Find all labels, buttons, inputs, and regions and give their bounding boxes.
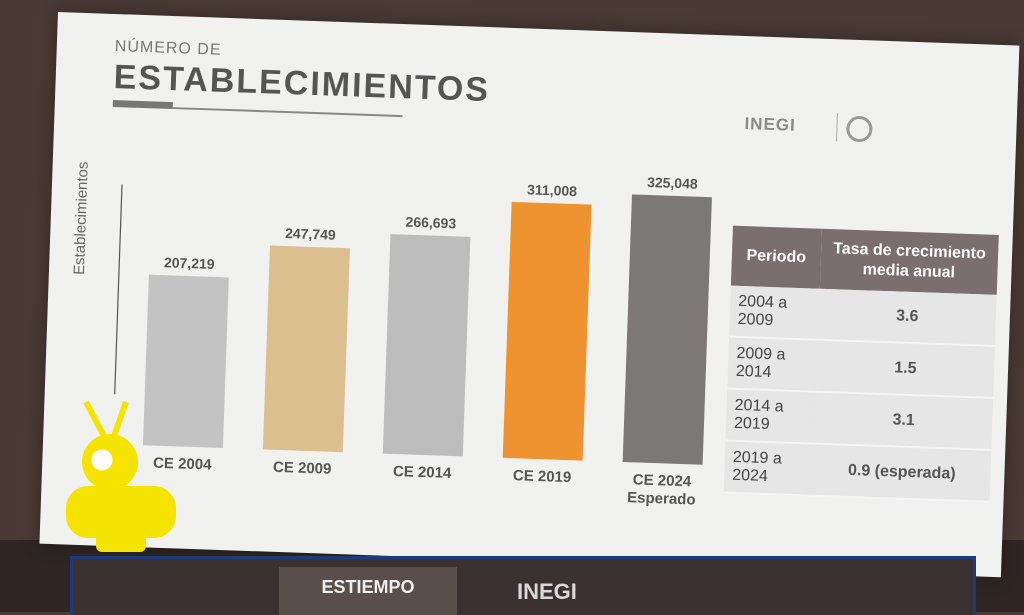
period-cell: 2019 a 2024 — [723, 440, 815, 496]
bar-3 — [382, 234, 471, 457]
category-label: CE 2004 — [153, 455, 213, 474]
category-label: CE 2009 — [273, 459, 332, 478]
rate-cell: 1.5 — [815, 339, 995, 398]
rate-cell: 3.1 — [814, 391, 994, 450]
value-label: 311,008 — [527, 181, 578, 199]
table-row: 2019 a 2024 0.9 (esperada) — [723, 440, 992, 502]
value-label: 266,693 — [405, 214, 456, 232]
rate-cell: 0.9 (esperada) — [812, 443, 992, 502]
bar-2 — [262, 245, 350, 453]
growth-rate-table: Periodo Tasa de crecimiento media anual … — [723, 225, 999, 503]
value-label: 325,048 — [647, 174, 698, 192]
logos: INEGI — [744, 110, 965, 148]
header-tasa: Tasa de crecimiento media anual — [819, 228, 999, 295]
screen-bottom-strip: ESTIEMPO INEGI — [70, 556, 976, 615]
changoonga-watermark-logo — [66, 400, 176, 552]
value-label: 247,749 — [285, 225, 336, 243]
category-label: Esperado — [627, 489, 696, 508]
bar-chart: 207,219 CE 2004 247,749 CE 2009 266,693 CE 20… — [114, 174, 712, 509]
logo-divider — [835, 113, 838, 142]
bar-4 — [502, 201, 592, 461]
period-cell: 2004 a 2009 — [729, 285, 820, 340]
period-cell: 2009 a 2014 — [727, 336, 818, 392]
rate-cell: 3.6 — [817, 288, 997, 346]
inegi-logo: INEGI — [744, 114, 797, 135]
title-accent-bar — [112, 99, 173, 110]
bottom-inegi-logo: INEGI — [517, 579, 577, 604]
category-label: CE 2019 — [513, 467, 572, 486]
period-cell: 2014 a 2019 — [725, 388, 816, 444]
table-row: 2009 a 2014 1.5 — [727, 336, 995, 398]
bar-5 — [622, 194, 712, 465]
censos-logo-icon — [845, 115, 873, 143]
category-label: CE 2024 — [633, 471, 693, 490]
category-label: CE 2014 — [393, 463, 453, 482]
y-axis-line — [114, 184, 123, 395]
header-periodo: Periodo — [730, 225, 822, 289]
bar-1 — [142, 274, 229, 449]
table-row: 2014 a 2019 3.1 — [725, 388, 994, 450]
projected-slide: NÚMERO DE ESTABLECIMIENTOS INEGI Estable… — [39, 12, 1020, 578]
title-rule — [172, 107, 403, 118]
estiempo-sign: ESTIEMPO — [279, 567, 457, 615]
slide-subtitle: NÚMERO DE — [114, 38, 222, 59]
table-row: 2004 a 2009 3.6 — [729, 285, 997, 346]
value-label: 207,219 — [164, 254, 215, 272]
